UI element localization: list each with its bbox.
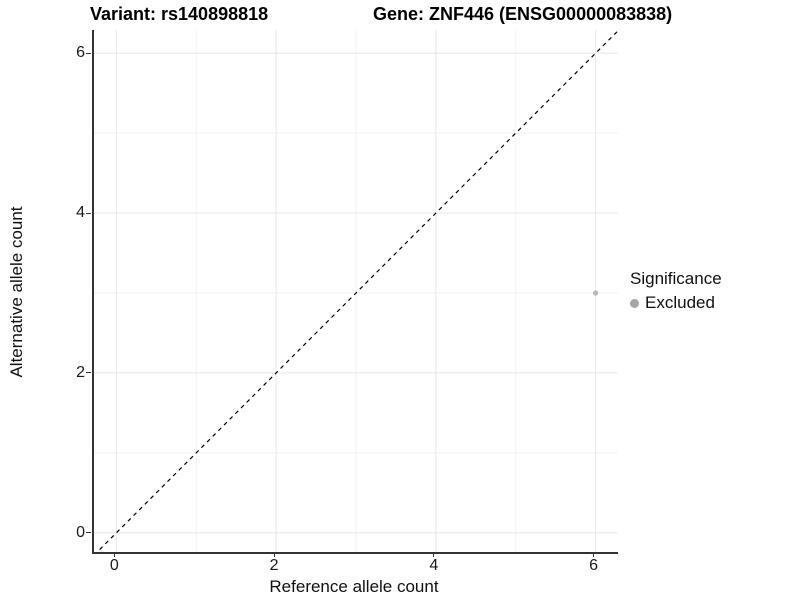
plot-area-svg [94, 30, 618, 552]
data-point [593, 290, 599, 296]
x-axis-title: Reference allele count [269, 577, 439, 596]
y-tick-label: 0 [76, 523, 85, 541]
identity-dashed-line [96, 30, 618, 552]
x-tick-mark [113, 552, 115, 557]
plot-title-variant: Variant: rs140898818 [90, 4, 269, 24]
x-tick-label: 2 [269, 557, 279, 574]
x-tick-mark [273, 552, 275, 557]
y-tick-label: 6 [76, 44, 85, 62]
x-tick-label: 4 [429, 557, 439, 574]
y-axis-title: Alternative allele count [7, 206, 26, 378]
x-tick-mark [593, 552, 595, 557]
legend-item-excluded: Excluded [630, 293, 722, 313]
plot-panel [92, 30, 618, 554]
y-tick-label: 4 [76, 204, 85, 222]
y-tick-label: 2 [76, 363, 85, 381]
x-tick-label: 6 [589, 557, 599, 574]
y-tick-mark [86, 212, 91, 214]
x-tick-mark [433, 552, 435, 557]
legend-title: Significance [630, 269, 722, 288]
legend-marker-circle-icon [630, 298, 639, 308]
y-tick-mark [86, 372, 91, 374]
y-tick-mark [86, 52, 91, 54]
legend: Significance Excluded [630, 269, 722, 313]
x-tick-label: 0 [109, 557, 119, 574]
y-tick-mark [86, 532, 91, 534]
plot-title-gene: Gene: ZNF446 (ENSG00000083838) [373, 4, 673, 24]
legend-item-label: Excluded [645, 293, 715, 312]
